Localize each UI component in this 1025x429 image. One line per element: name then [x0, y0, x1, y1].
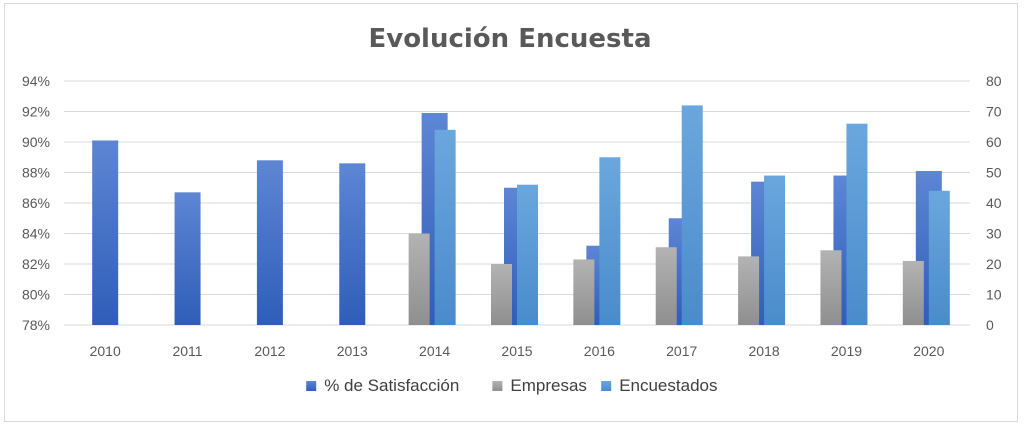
bar-satisfaccion	[92, 140, 119, 325]
x-axis-tick-label: 2017	[666, 343, 697, 359]
x-axis-tick-label: 2010	[90, 343, 121, 359]
bar-encuestados	[599, 157, 621, 325]
bar-empresas	[573, 259, 595, 325]
right-axis-tick-label: 0	[986, 317, 994, 333]
bar-empresas	[902, 260, 924, 325]
right-axis-ticks: 0 10 20 30 40 50 60 70 80	[986, 73, 1002, 333]
bar-encuestados	[928, 190, 950, 325]
right-axis-tick-label: 70	[986, 104, 1002, 120]
bar-empresas	[655, 247, 677, 325]
left-axis-tick-label: 88%	[22, 165, 50, 181]
right-axis-tick-label: 40	[986, 195, 1002, 211]
legend-entry-label: % de Satisfacción	[324, 376, 459, 395]
bar-satisfaccion	[339, 163, 366, 325]
x-axis-tick-label: 2011	[172, 343, 202, 359]
x-axis-tick-label: 2013	[337, 343, 368, 359]
right-axis-tick-label: 20	[986, 256, 1002, 272]
bar-encuestados	[764, 175, 786, 325]
bars-group	[92, 105, 950, 326]
right-axis-tick-label: 80	[986, 73, 1002, 89]
legend-swatch	[492, 381, 503, 391]
legend-entry-label: Empresas	[510, 376, 587, 395]
legend: % de Satisfacción Empresas Encuestados	[306, 376, 717, 395]
chart-title: Evolución Encuesta	[368, 24, 651, 54]
right-axis-tick-label: 30	[986, 226, 1002, 242]
bar-encuestados	[846, 123, 868, 325]
legend-swatch	[601, 381, 612, 391]
legend-entry-label: Encuestados	[619, 376, 717, 395]
gridlines	[64, 80, 970, 326]
left-axis-tick-label: 86%	[22, 195, 50, 211]
x-axis-ticks: 2010 2011 2012 2013 2014 2015 2016 2017 2018 2019…	[90, 343, 945, 359]
bar-empresas	[491, 264, 512, 325]
bar-satisfaccion	[256, 160, 283, 325]
left-axis-ticks: 78% 80% 82% 84% 86% 88% 90% 92% 94%	[22, 73, 50, 333]
right-axis-tick-label: 10	[986, 287, 1002, 303]
right-axis-tick-label: 60	[986, 134, 1002, 150]
bar-encuestados	[517, 184, 538, 325]
bar-encuestados	[681, 105, 703, 326]
left-axis-tick-label: 80%	[22, 287, 50, 303]
x-axis-tick-label: 2014	[419, 343, 450, 359]
left-axis-tick-label: 78%	[22, 317, 50, 333]
x-axis-tick-label: 2016	[584, 343, 615, 359]
bar-satisfaccion	[174, 192, 201, 325]
bar-empresas	[820, 250, 842, 325]
left-axis-tick-label: 92%	[22, 104, 50, 120]
left-axis-tick-label: 90%	[22, 134, 50, 150]
left-axis-tick-label: 84%	[22, 226, 50, 242]
x-axis-tick-label: 2019	[831, 343, 862, 359]
x-axis-tick-label: 2012	[254, 343, 285, 359]
left-axis-tick-label: 82%	[22, 256, 50, 272]
legend-swatch	[306, 381, 317, 391]
x-axis-tick-label: 2015	[501, 343, 532, 359]
x-axis-tick-label: 2020	[913, 343, 944, 359]
right-axis-tick-label: 50	[986, 165, 1002, 181]
bar-empresas	[408, 233, 430, 325]
bar-empresas	[738, 256, 760, 325]
left-axis-tick-label: 94%	[22, 73, 50, 89]
bar-encuestados	[434, 129, 456, 325]
x-axis-tick-label: 2018	[749, 343, 780, 359]
